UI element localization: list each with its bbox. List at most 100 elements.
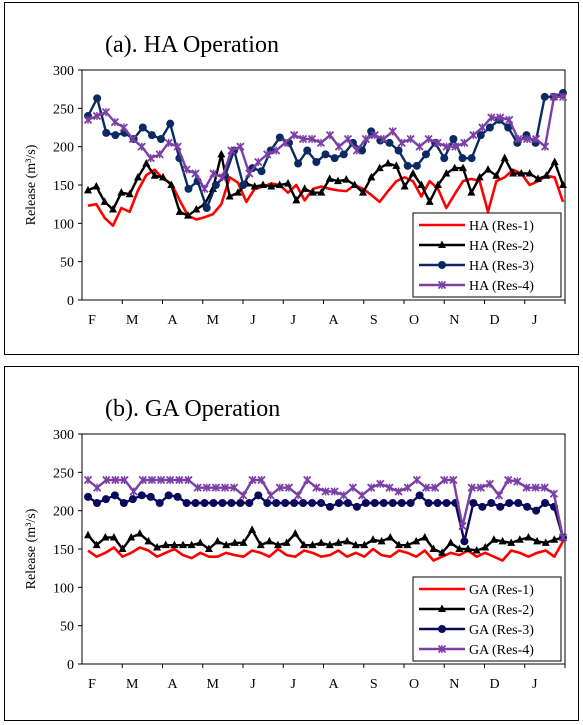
- data-point: [487, 499, 496, 507]
- data-point: [330, 487, 339, 496]
- data-point: [357, 491, 367, 500]
- ga-series-1: [87, 540, 565, 562]
- legend-box: [412, 212, 562, 298]
- data-point: [109, 205, 117, 213]
- data-point: [339, 150, 348, 159]
- data-point: [218, 499, 227, 507]
- data-point: [218, 173, 227, 182]
- data-point: [182, 165, 191, 174]
- data-point: [334, 142, 344, 151]
- data-point: [367, 483, 376, 492]
- data-point: [523, 502, 532, 511]
- data-point: [248, 475, 257, 485]
- data-point: [303, 475, 312, 485]
- x-tick-label: A: [167, 677, 178, 692]
- data-point: [513, 477, 522, 486]
- data-point: [500, 153, 509, 162]
- chart-panel-ha: (a). HA Operation 0 50 100 150 200 250 300 Relea…: [4, 2, 579, 355]
- data-point: [367, 172, 376, 181]
- data-point: [523, 134, 532, 144]
- legend-item: GA (Res-1): [419, 583, 534, 598]
- data-point: [325, 502, 334, 511]
- data-point: [351, 540, 360, 549]
- data-point: [179, 540, 187, 549]
- data-point: [459, 163, 467, 172]
- data-point: [370, 131, 379, 140]
- legend-label: HA (Res-1): [469, 219, 534, 234]
- data-point: [325, 174, 334, 182]
- data-point: [192, 205, 201, 213]
- data-point: [525, 169, 534, 177]
- data-point: [282, 538, 291, 546]
- data-point: [257, 475, 266, 485]
- data-point: [321, 150, 330, 159]
- data-point: [294, 159, 303, 168]
- data-point: [379, 134, 388, 144]
- legend-item: HA (Res-1): [419, 219, 534, 234]
- data-point: [478, 502, 487, 511]
- chart-title: (b). GA Operation: [105, 396, 280, 422]
- data-point: [534, 174, 542, 182]
- data-point: [424, 499, 433, 507]
- data-point: [451, 142, 460, 151]
- data-point: [325, 131, 335, 140]
- data-point: [234, 188, 242, 196]
- y-tick-label: 150: [53, 543, 74, 558]
- ga-series-2: [84, 525, 567, 556]
- data-point: [489, 535, 498, 543]
- data-point: [449, 475, 458, 485]
- y-tick-label: 0: [67, 658, 74, 673]
- data-point: [120, 475, 129, 485]
- data-point: [182, 499, 191, 507]
- data-point: [166, 475, 175, 485]
- data-point: [507, 538, 516, 546]
- series-line: [87, 153, 565, 217]
- data-point: [549, 92, 559, 101]
- data-point: [92, 540, 101, 549]
- data-point: [540, 483, 549, 492]
- x-tick-label: J: [291, 313, 297, 328]
- data-point: [361, 499, 370, 507]
- data-point: [267, 182, 276, 190]
- data-point: [558, 92, 568, 101]
- data-point: [417, 180, 426, 188]
- data-point: [153, 542, 162, 551]
- data-point: [202, 483, 211, 492]
- legend-label: GA (Res-3): [469, 623, 534, 638]
- data-point: [460, 537, 469, 546]
- data-point: [93, 94, 102, 103]
- x-tick-label: S: [370, 313, 378, 328]
- data-point: [330, 154, 339, 163]
- y-tick-label: 100: [53, 217, 74, 232]
- data-point: [166, 119, 175, 128]
- data-point: [440, 475, 449, 485]
- data-point: [476, 131, 485, 140]
- chart-panel-ga: (b). GA Operation 0 50 100 150 200 250 300 Relea…: [4, 366, 579, 721]
- data-point: [227, 146, 236, 155]
- data-point: [291, 529, 300, 537]
- data-point: [481, 542, 490, 551]
- data-point: [505, 115, 514, 124]
- data-point: [434, 180, 442, 188]
- data-point: [254, 491, 263, 500]
- data-point: [84, 185, 92, 194]
- data-point: [92, 182, 101, 190]
- data-point: [509, 169, 517, 177]
- data-point: [142, 159, 151, 167]
- data-point: [225, 192, 234, 200]
- data-point: [517, 169, 526, 177]
- data-point: [202, 204, 211, 212]
- data-point: [360, 540, 369, 549]
- data-point: [325, 540, 334, 549]
- data-point: [442, 142, 451, 151]
- x-tick-label: O: [409, 677, 419, 692]
- data-point: [155, 499, 164, 507]
- y-tick-label: 150: [53, 179, 74, 194]
- data-point: [138, 123, 147, 132]
- data-point: [134, 172, 142, 181]
- data-point: [342, 175, 351, 183]
- data-point: [316, 138, 326, 147]
- data-point: [200, 499, 209, 507]
- data-point: [421, 483, 431, 492]
- data-point: [403, 483, 412, 492]
